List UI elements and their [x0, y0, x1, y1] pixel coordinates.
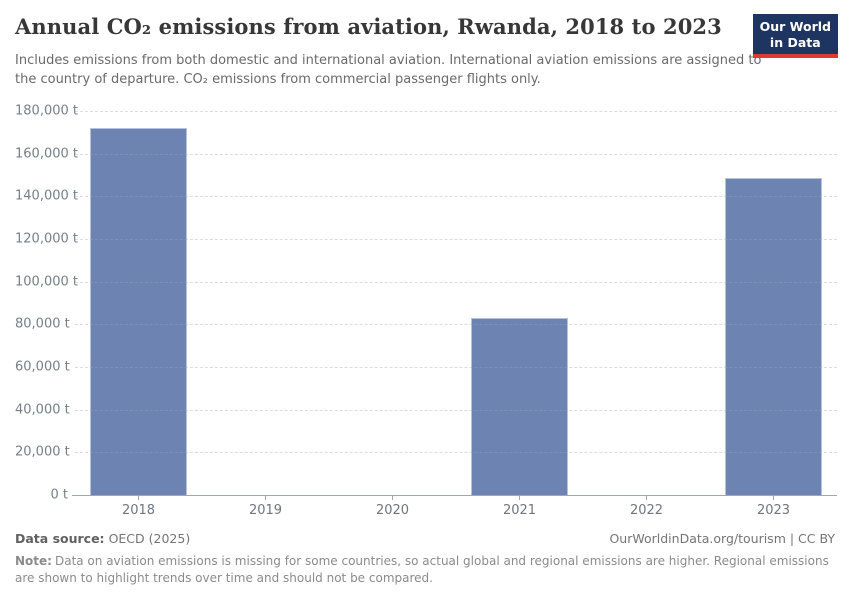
y-tick-label: 140,000 t: [15, 188, 78, 204]
bar-chart: 0 t 20,000 t 40,000 t 60,000 t 80,000 t 100,0…: [15, 103, 837, 523]
y-tick-label: 60,000 t: [15, 359, 70, 375]
x-slot-2023: 2023: [710, 496, 837, 518]
footer: Data source: OECD (2025) OurWorldinData.o…: [15, 531, 835, 587]
gridline: [75, 281, 837, 283]
data-source: Data source: OECD (2025): [15, 531, 190, 546]
data-source-value: OECD (2025): [108, 531, 191, 546]
x-tick: [265, 496, 266, 500]
x-tick-label-2023: 2023: [756, 503, 791, 518]
x-axis-labels: 2018 2019 2020 2021 2022 2023: [75, 496, 837, 518]
x-tick: [138, 496, 139, 500]
owid-logo-line2: in Data: [769, 34, 821, 50]
bar-slot-2019: [202, 111, 329, 495]
owid-logo-line1: Our World: [759, 19, 831, 34]
x-tick-label-2022: 2022: [629, 503, 664, 518]
chart-title: Annual CO₂ emissions from aviation, Rwan…: [15, 14, 722, 39]
bar-slot-2020: [329, 111, 456, 495]
bar-2023[interactable]: [724, 178, 823, 495]
gridline: [75, 239, 837, 240]
bar-2021[interactable]: [470, 317, 569, 495]
x-axis-line: [72, 495, 837, 496]
x-slot-2020: 2020: [329, 496, 456, 518]
y-tick-label: 20,000 t: [15, 444, 70, 460]
note-label: Note:: [15, 554, 52, 568]
gridline: [75, 153, 837, 155]
bar-slot-2022: [583, 111, 710, 495]
gridline: [75, 196, 837, 198]
license-link[interactable]: OurWorldinData.org/tourism | CC BY: [609, 531, 835, 546]
y-tick-label: 120,000 t: [15, 231, 78, 247]
bar-slot-2018: [75, 111, 202, 495]
x-slot-2018: 2018: [75, 496, 202, 518]
note-text: Data on aviation emissions is missing fo…: [15, 554, 829, 585]
x-tick-label-2018: 2018: [121, 503, 156, 518]
x-slot-2021: 2021: [456, 496, 583, 518]
owid-logo[interactable]: Our World in Data: [752, 14, 838, 59]
x-slot-2022: 2022: [583, 496, 710, 518]
gridline: [75, 367, 837, 368]
x-tick: [392, 496, 393, 500]
y-tick-label: 0 t: [50, 487, 68, 503]
x-tick: [519, 496, 520, 500]
y-tick-label: 80,000 t: [15, 316, 70, 332]
gridline: [75, 111, 837, 112]
bar-slot-2023: [710, 111, 837, 495]
bar-2018[interactable]: [89, 128, 188, 495]
x-slot-2019: 2019: [202, 496, 329, 518]
x-tick: [773, 496, 774, 500]
footer-note: Note: Data on aviation emissions is missi…: [15, 553, 835, 587]
bars-row: [75, 111, 837, 495]
footer-source-row: Data source: OECD (2025) OurWorldinData.o…: [15, 531, 835, 546]
y-tick-label: 40,000 t: [15, 402, 70, 418]
y-tick-label: 180,000 t: [15, 103, 78, 119]
bar-slot-2021: [456, 111, 583, 495]
x-tick-label-2021: 2021: [502, 503, 537, 518]
data-source-label: Data source:: [15, 531, 105, 546]
gridline: [75, 324, 837, 326]
x-tick: [646, 496, 647, 500]
chart-subtitle: Includes emissions from both domestic an…: [15, 53, 762, 87]
gridline: [75, 452, 837, 454]
x-tick-label-2019: 2019: [248, 503, 283, 518]
gridline: [75, 409, 837, 411]
x-tick-label-2020: 2020: [375, 503, 410, 518]
y-tick-label: 100,000 t: [15, 274, 78, 290]
y-tick-label: 160,000 t: [15, 146, 78, 162]
